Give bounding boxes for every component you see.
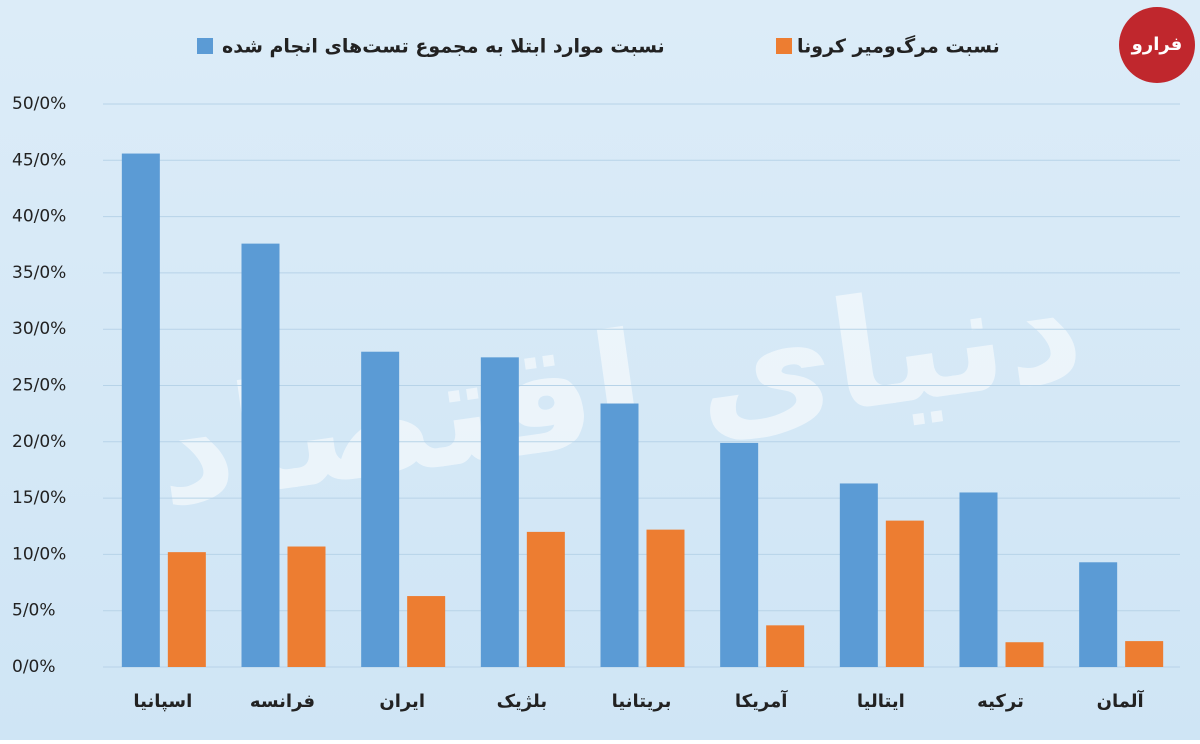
bar <box>885 520 924 667</box>
logo: فرارو <box>1131 34 1183 55</box>
y-tick-label: 35/0% <box>12 263 66 283</box>
y-tick-label: 25/0% <box>12 376 66 396</box>
x-tick-label: فرانسه <box>250 691 315 712</box>
x-tick-label: بلژیک <box>497 691 548 712</box>
y-tick-label: 0/0% <box>12 657 56 677</box>
bar <box>839 483 878 667</box>
y-tick-label: 5/0% <box>12 601 56 621</box>
bar <box>1079 562 1118 667</box>
x-tick-label: اسپانیا <box>133 691 192 712</box>
y-tick-label: 45/0% <box>12 150 66 170</box>
bar <box>121 153 160 667</box>
y-tick-label: 20/0% <box>12 432 66 452</box>
legend-swatch <box>776 38 792 54</box>
bar <box>600 403 639 667</box>
bar <box>959 492 998 667</box>
legend-swatch <box>197 38 213 54</box>
y-tick-label: 50/0% <box>12 94 66 114</box>
bar <box>766 625 805 667</box>
bar <box>407 596 446 667</box>
legend: نسبت موارد ابتلا به مجموع تست‌های انجام … <box>197 35 1000 58</box>
y-tick-label: 40/0% <box>12 207 66 227</box>
bar <box>1005 642 1044 667</box>
bar <box>1125 641 1164 667</box>
y-tick-label: 10/0% <box>12 544 66 564</box>
y-tick-label: 15/0% <box>12 488 66 508</box>
y-tick-label: 30/0% <box>12 319 66 339</box>
bar <box>646 529 685 667</box>
x-tick-label: ترکیه <box>977 691 1024 712</box>
x-tick-label: آمریکا <box>735 689 788 712</box>
logo-circle <box>1119 7 1195 83</box>
bar <box>480 357 519 667</box>
legend-label: نسبت موارد ابتلا به مجموع تست‌های انجام … <box>222 36 665 58</box>
x-tick-label: بریتانیا <box>612 691 672 712</box>
bar <box>361 351 400 667</box>
bar <box>287 546 326 667</box>
bar <box>526 531 565 667</box>
bar <box>241 243 280 667</box>
x-tick-label: ایتالیا <box>857 691 905 712</box>
bar <box>720 442 759 667</box>
x-tick-label: ایران <box>379 691 425 712</box>
legend-label: نسبت مرگ‌ومیر کرونا <box>797 35 1000 58</box>
x-tick-label: آلمان <box>1097 689 1145 712</box>
bar <box>167 552 206 667</box>
